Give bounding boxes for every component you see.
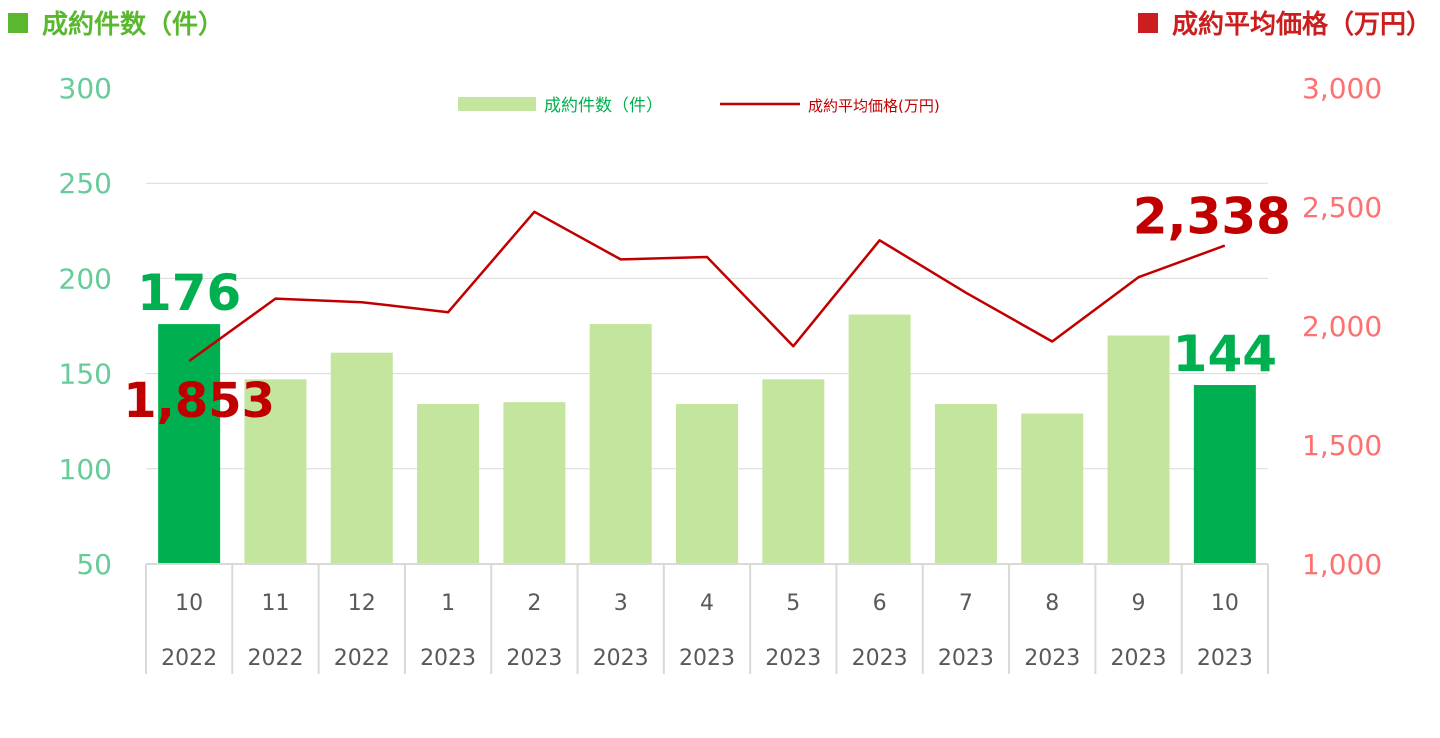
bar bbox=[503, 402, 566, 564]
x-month-label: 2 bbox=[527, 591, 541, 616]
bar-last-label: 144 bbox=[1173, 325, 1277, 383]
price-line bbox=[188, 210, 1226, 363]
y-left-tick-label: 200 bbox=[59, 262, 112, 295]
x-month-label: 7 bbox=[959, 591, 973, 616]
x-month-label: 8 bbox=[1045, 591, 1059, 616]
bar bbox=[934, 404, 997, 564]
y-right-tick-label: 2,000 bbox=[1302, 310, 1382, 343]
y-right-tick-label: 3,000 bbox=[1302, 72, 1382, 105]
bar bbox=[762, 379, 825, 564]
y-right-tick-label: 2,500 bbox=[1302, 191, 1382, 224]
legend-bar-label: 成約件数（件） bbox=[544, 96, 663, 116]
x-year-label: 2023 bbox=[852, 646, 908, 671]
x-month-label: 10 bbox=[1211, 591, 1239, 616]
y-right-tick-label: 1,500 bbox=[1302, 429, 1382, 462]
legend-line-label: 成約平均価格(万円) bbox=[808, 97, 940, 115]
x-year-label: 2023 bbox=[1111, 646, 1167, 671]
x-month-label: 1 bbox=[441, 591, 455, 616]
x-month-label: 6 bbox=[873, 591, 887, 616]
line-last-label: 2,338 bbox=[1133, 188, 1291, 246]
y-left-tick-label: 300 bbox=[59, 72, 112, 105]
bar-first-label: 176 bbox=[137, 264, 241, 322]
legend: 成約件数（件） 成約平均価格(万円) bbox=[458, 96, 940, 116]
x-year-label: 2023 bbox=[1024, 646, 1080, 671]
x-month-label: 10 bbox=[175, 591, 203, 616]
right-axis-title: 成約平均価格（万円） bbox=[1137, 4, 1432, 41]
x-year-label: 2023 bbox=[420, 646, 476, 671]
x-year-label: 2022 bbox=[247, 646, 303, 671]
bar bbox=[417, 404, 480, 564]
line-first-label: 1,853 bbox=[123, 373, 275, 429]
x-year-label: 2023 bbox=[1197, 646, 1253, 671]
y-left-tick-label: 250 bbox=[59, 167, 112, 200]
bar bbox=[1107, 335, 1170, 564]
x-year-label: 2022 bbox=[334, 646, 390, 671]
bar bbox=[330, 352, 393, 564]
y-left-tick-label: 100 bbox=[59, 453, 112, 486]
x-month-label: 12 bbox=[348, 591, 376, 616]
x-month-label: 4 bbox=[700, 591, 714, 616]
bar bbox=[676, 404, 738, 564]
y-left-tick-label: 150 bbox=[59, 358, 112, 391]
red-square-icon bbox=[1137, 12, 1158, 33]
axes: 300 250 200 150 100 50 3,000 2,500 2,000 1,500 1,0… bbox=[59, 72, 1382, 674]
left-axis-title-text: 成約件数（件） bbox=[42, 10, 225, 40]
y-left-tick-label: 50 bbox=[76, 548, 112, 581]
x-year-label: 2023 bbox=[938, 646, 994, 671]
annotations: 176 144 1,853 2,338 bbox=[123, 188, 1291, 429]
bar bbox=[589, 324, 652, 564]
right-axis-title-text: 成約平均価格（万円） bbox=[1171, 10, 1432, 40]
green-square-icon bbox=[8, 12, 28, 33]
x-year-label: 2023 bbox=[506, 646, 562, 671]
x-month-label: 5 bbox=[786, 591, 800, 616]
line-series bbox=[188, 210, 1226, 363]
legend-bar-swatch bbox=[458, 97, 536, 111]
x-year-label: 2023 bbox=[593, 646, 649, 671]
bar bbox=[244, 379, 307, 564]
x-year-label: 2023 bbox=[765, 646, 821, 671]
bar bbox=[1021, 413, 1084, 564]
bar bbox=[158, 324, 221, 564]
left-axis-title: 成約件数（件） bbox=[8, 4, 224, 41]
bar bbox=[1193, 385, 1256, 564]
x-month-label: 11 bbox=[261, 591, 289, 616]
x-year-label: 2023 bbox=[679, 646, 735, 671]
x-year-label: 2022 bbox=[161, 646, 217, 671]
x-month-label: 3 bbox=[614, 591, 628, 616]
x-month-label: 9 bbox=[1132, 591, 1146, 616]
bar-series bbox=[158, 314, 1256, 564]
bar bbox=[848, 314, 911, 564]
y-right-tick-label: 1,000 bbox=[1302, 548, 1382, 581]
